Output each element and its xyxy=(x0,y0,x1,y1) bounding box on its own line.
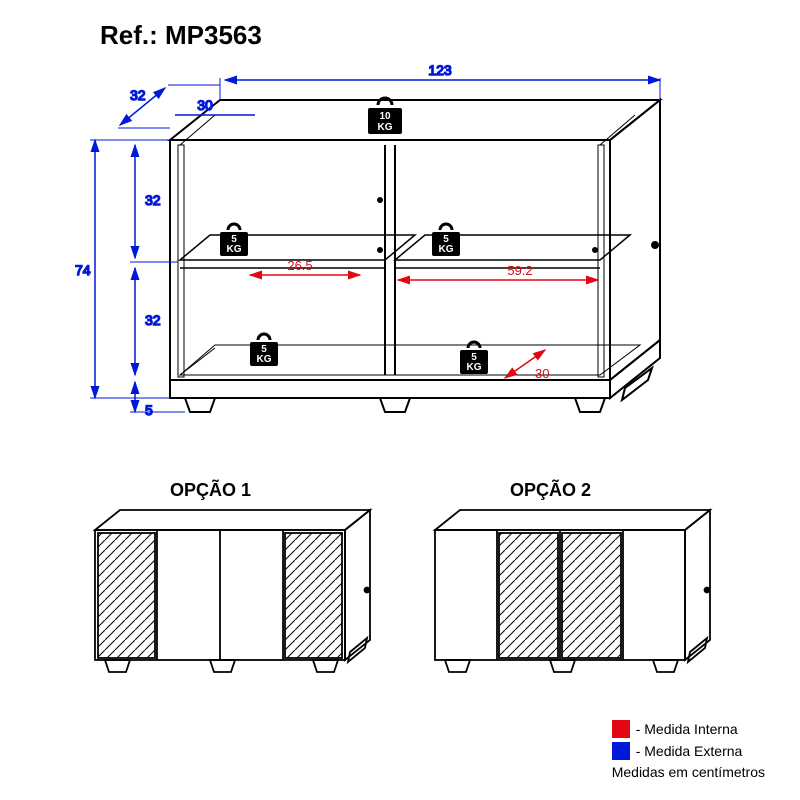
svg-text:KG: KG xyxy=(378,122,393,133)
svg-text:KG: KG xyxy=(257,354,272,365)
dim-base: 5 xyxy=(145,402,153,418)
option2-cabinet xyxy=(435,510,710,672)
svg-text:KG: KG xyxy=(467,362,482,373)
option1-label: OPÇÃO 1 xyxy=(170,480,251,501)
svg-text:KG: KG xyxy=(439,244,454,255)
legend-externa: - Medida Externa xyxy=(636,743,743,759)
svg-text:10: 10 xyxy=(379,111,391,122)
option2-label: OPÇÃO 2 xyxy=(510,480,591,501)
dim-width: 123 xyxy=(428,62,452,78)
weight-top: 10 KG xyxy=(368,98,402,134)
weight-shelf-4: 5KG xyxy=(460,342,488,374)
legend: - Medida Interna - Medida Externa Medida… xyxy=(612,720,765,780)
legend-interna: - Medida Interna xyxy=(636,721,738,737)
legend-unit: Medidas em centímetros xyxy=(612,764,765,780)
technical-drawing: 123 32 30 74 32 32 5 26.5 59.2 xyxy=(0,0,800,800)
dim-bottom-depth: 30 xyxy=(535,366,549,381)
dim-shelf1: 32 xyxy=(145,192,161,208)
legend-blue-box xyxy=(612,742,630,760)
dim-right-shelf: 59.2 xyxy=(507,263,532,278)
option1-cabinet xyxy=(95,510,370,672)
dim-height: 74 xyxy=(75,262,91,278)
svg-text:KG: KG xyxy=(227,244,242,255)
weight-shelf-3: 5KG xyxy=(250,334,278,366)
dim-depth: 32 xyxy=(130,87,146,103)
legend-red-box xyxy=(612,720,630,738)
weight-shelf-2: 5KG xyxy=(432,224,460,256)
dim-shelf2: 32 xyxy=(145,312,161,328)
dim-depth-shelf: 26.5 xyxy=(287,258,312,273)
weight-shelf-1: 5KG xyxy=(220,224,248,256)
dim-inset: 30 xyxy=(197,97,213,113)
